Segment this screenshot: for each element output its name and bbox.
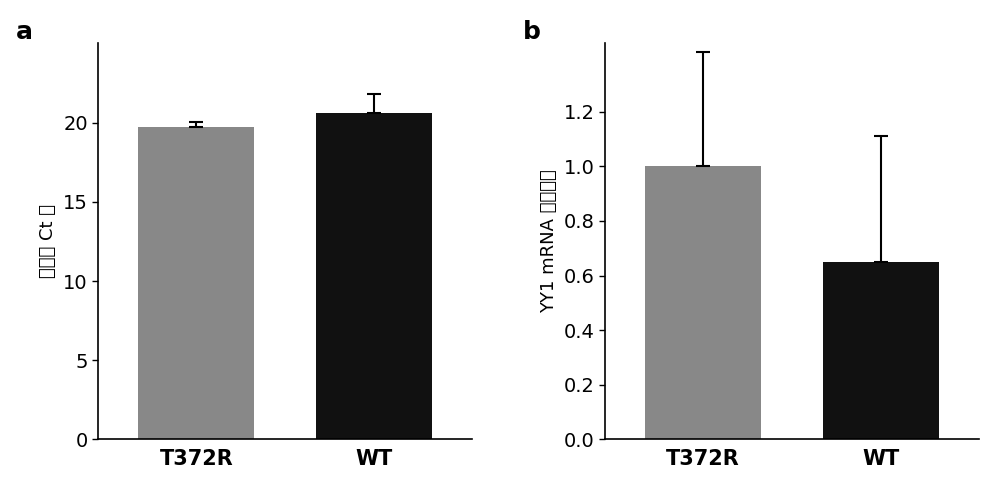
Text: b: b xyxy=(523,20,541,44)
Bar xyxy=(823,262,939,440)
Bar xyxy=(138,127,254,440)
Bar xyxy=(645,167,761,440)
Y-axis label: YY1 mRNA 相对水平: YY1 mRNA 相对水平 xyxy=(540,170,558,313)
Bar xyxy=(316,113,432,440)
Y-axis label: 归一化 Ct 値: 归一化 Ct 値 xyxy=(39,204,57,278)
Text: a: a xyxy=(16,20,33,44)
